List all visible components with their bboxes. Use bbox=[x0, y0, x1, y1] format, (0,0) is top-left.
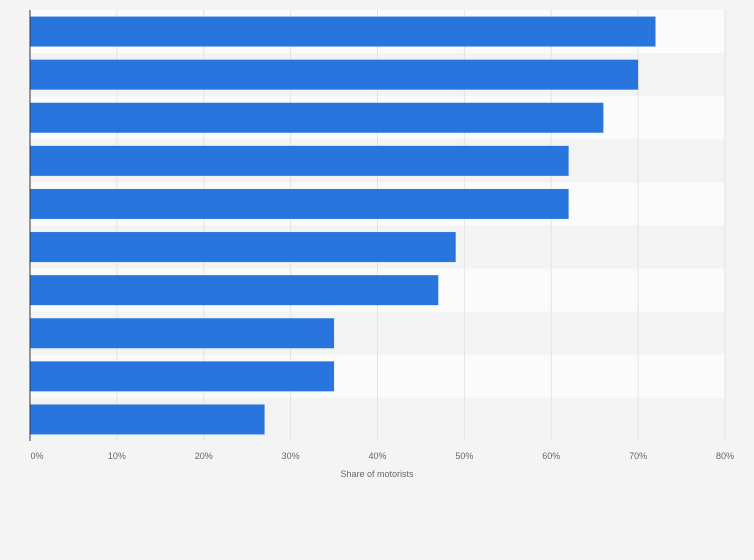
x-tick-label: 20% bbox=[195, 451, 213, 461]
bar bbox=[30, 318, 335, 349]
bar bbox=[30, 102, 604, 133]
bars bbox=[30, 16, 656, 435]
bar bbox=[30, 145, 569, 176]
bar bbox=[30, 59, 639, 90]
x-tick-label: 30% bbox=[282, 451, 300, 461]
x-tick-labels: 0% 10% 20% 30% 40% 50% 60% 70% 80% bbox=[30, 451, 734, 461]
bar bbox=[30, 275, 439, 306]
x-tick-label: 40% bbox=[368, 451, 386, 461]
x-tick-label: 50% bbox=[455, 451, 473, 461]
x-tick-label: 0% bbox=[30, 451, 43, 461]
x-tick-label: 80% bbox=[716, 451, 734, 461]
x-tick-label: 70% bbox=[629, 451, 647, 461]
bar bbox=[30, 404, 265, 435]
x-axis-title: Share of motorists bbox=[340, 469, 414, 479]
x-tick-label: 60% bbox=[542, 451, 560, 461]
bar bbox=[30, 16, 656, 47]
x-tick-label: 10% bbox=[108, 451, 126, 461]
bar bbox=[30, 188, 569, 219]
bar bbox=[30, 361, 335, 392]
bar bbox=[30, 232, 456, 263]
